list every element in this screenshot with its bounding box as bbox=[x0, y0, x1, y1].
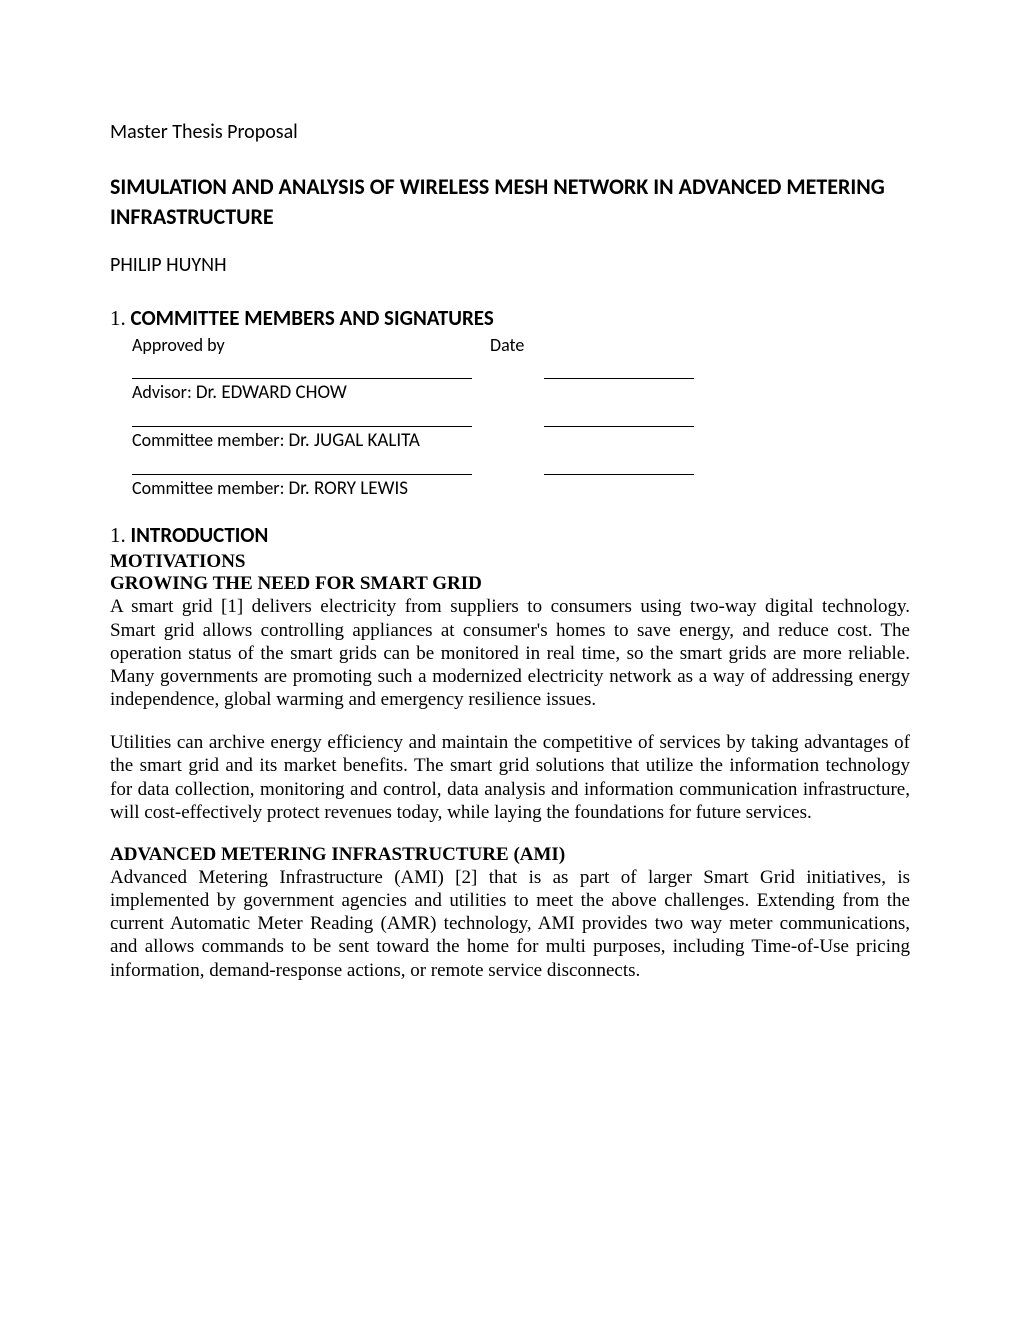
signature-caption: Committee member: Dr. JUGAL KALITA bbox=[110, 429, 910, 452]
committee-heading-text: COMMITTEE MEMBERS AND SIGNATURES bbox=[131, 305, 494, 331]
thesis-title: SIMULATION AND ANALYSIS OF WIRELESS MESH… bbox=[110, 172, 910, 231]
smart-grid-heading: GROWING THE NEED FOR SMART GRID bbox=[110, 573, 910, 595]
spacer bbox=[472, 426, 544, 427]
member-role: Committee member: bbox=[132, 477, 284, 499]
spacer bbox=[472, 378, 544, 379]
member-role: Advisor: bbox=[132, 381, 192, 403]
body-paragraph: Utilities can archive energy efficiency … bbox=[110, 731, 910, 824]
date-line bbox=[544, 378, 694, 379]
signature-block: Advisor: Dr. EDWARD CHOW bbox=[110, 378, 910, 404]
date-label: Date bbox=[490, 334, 690, 356]
section-number: 1. bbox=[110, 306, 126, 330]
member-name: Dr. RORY LEWIS bbox=[288, 477, 407, 500]
spacer bbox=[472, 474, 544, 475]
committee-heading: 1. COMMITTEE MEMBERS AND SIGNATURES bbox=[110, 305, 910, 331]
signature-line-row bbox=[110, 474, 910, 475]
author-name: PHILIP HUYNH bbox=[110, 253, 910, 277]
signature-header-row: Approved by Date bbox=[110, 334, 910, 356]
body-paragraph: Advanced Metering Infrastructure (AMI) [… bbox=[110, 866, 910, 982]
member-name: Dr. EDWARD CHOW bbox=[196, 381, 347, 404]
section-number: 1. bbox=[110, 523, 126, 547]
signature-caption: Advisor: Dr. EDWARD CHOW bbox=[110, 381, 910, 404]
signature-line bbox=[132, 378, 472, 379]
signature-caption: Committee member: Dr. RORY LEWIS bbox=[110, 477, 910, 500]
signature-block: Committee member: Dr. JUGAL KALITA bbox=[110, 426, 910, 452]
signature-line-row bbox=[110, 378, 910, 379]
motivations-heading: MOTIVATIONS bbox=[110, 551, 910, 573]
signature-line bbox=[132, 426, 472, 427]
intro-heading: 1. INTRODUCTION bbox=[110, 522, 910, 548]
signature-line bbox=[132, 474, 472, 475]
signature-line-row bbox=[110, 426, 910, 427]
member-role: Committee member: bbox=[132, 429, 284, 451]
intro-heading-text: INTRODUCTION bbox=[131, 522, 269, 548]
member-name: Dr. JUGAL KALITA bbox=[288, 429, 419, 452]
date-line bbox=[544, 426, 694, 427]
approved-by-label: Approved by bbox=[110, 334, 490, 356]
signature-block: Committee member: Dr. RORY LEWIS bbox=[110, 474, 910, 500]
doc-type: Master Thesis Proposal bbox=[110, 120, 910, 144]
date-line bbox=[544, 474, 694, 475]
ami-heading: ADVANCED METERING INFRASTRUCTURE (AMI) bbox=[110, 844, 910, 866]
body-paragraph: A smart grid [1] delivers electricity fr… bbox=[110, 595, 910, 711]
